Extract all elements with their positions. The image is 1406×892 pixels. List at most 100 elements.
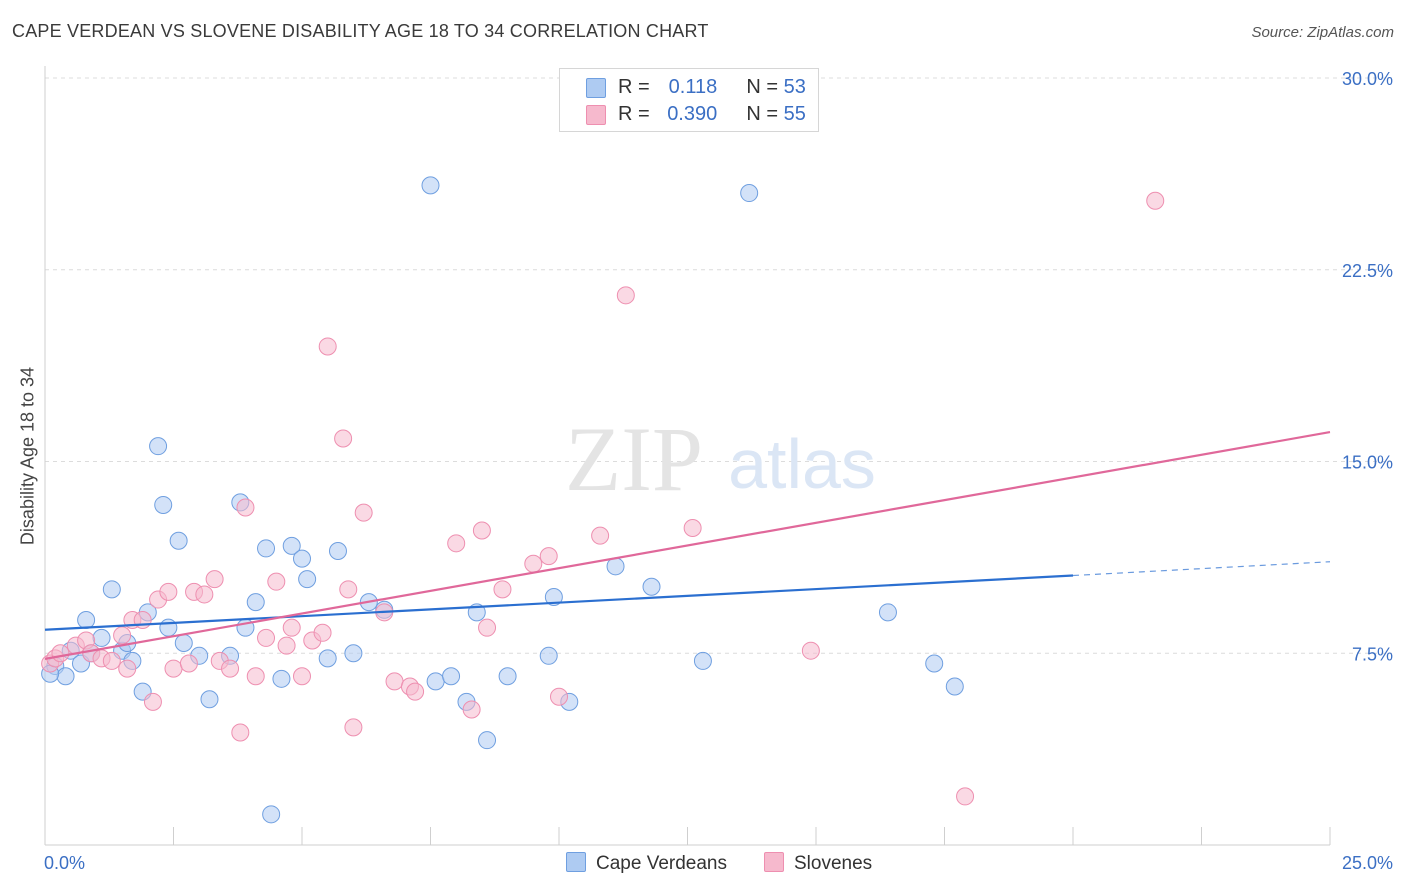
cape-verdean-point [925, 654, 944, 673]
slovene-point [293, 667, 311, 686]
slovene-point [493, 580, 512, 599]
slovene-point [339, 580, 358, 599]
cape-verdean-point [328, 541, 347, 560]
cape-verdean-point [740, 184, 759, 203]
slovene-point [231, 723, 250, 742]
bottom-legend-cape-verdeans: Cape Verdeans [566, 852, 727, 875]
legend-n-label: N = [746, 103, 779, 125]
watermark-zip: ZIP [565, 408, 703, 510]
cape-verdean-point [272, 669, 291, 688]
cape-verdean-point [200, 690, 219, 709]
cape-verdean-point [298, 570, 317, 589]
cape-verdean-point [149, 437, 168, 456]
correlation-legend: R = 0.118 N = 53 R = 0.390 N = 55 [559, 68, 819, 132]
cape-verdean-point [606, 557, 625, 576]
cape-verdean-point [498, 667, 517, 686]
watermark-atlas: atlas [728, 425, 876, 503]
cape-verdean-point [544, 588, 563, 607]
legend-n-label: N = [746, 76, 779, 98]
slovene-point [257, 628, 276, 647]
trend-lines [44, 431, 1331, 660]
slovene-point [385, 672, 404, 691]
y-tick-label: 22.5% [1342, 261, 1393, 281]
slovene-point [591, 526, 610, 545]
cape-verdean-point [246, 593, 265, 612]
slovene-point [159, 582, 178, 601]
cape-verdean-point [539, 646, 558, 665]
legend-swatch-cape-verdeans [586, 78, 606, 98]
bottom-legend-swatch-slovenes [764, 852, 784, 872]
cape-verdean-point [92, 628, 111, 647]
cape-verdean-point [262, 805, 281, 824]
cape-verdean-point [282, 536, 301, 555]
cape-verdean-point [421, 176, 440, 195]
slovene-point [179, 654, 198, 673]
y-tick-label: 7.5% [1352, 644, 1393, 664]
slovene-point [406, 682, 425, 701]
cape-verdean-point [154, 495, 173, 514]
slovene-point [51, 644, 70, 663]
slovene-point [447, 534, 466, 553]
slovene-point [143, 692, 162, 711]
axes [44, 66, 1331, 846]
cape-verdean-point [169, 531, 188, 550]
cape-verdean-point [257, 539, 276, 558]
slovene-point [1146, 191, 1165, 210]
bottom-legend-slovenes: Slovenes [764, 852, 872, 875]
slovene-point [282, 618, 301, 637]
slovene-point [221, 659, 240, 678]
y-tick-label: 30.0% [1342, 69, 1393, 89]
cape-verdean-trend-line [44, 574, 1074, 631]
cape-verdean-point [318, 649, 337, 668]
slovene-point [102, 651, 121, 670]
cape-verdean-point [293, 549, 311, 568]
cape-verdean-point [642, 577, 661, 596]
legend-n-value: 55 [783, 103, 806, 125]
slovene-point [478, 618, 497, 637]
slovene-point [550, 687, 568, 706]
slovene-point [113, 626, 132, 645]
slovene-point [539, 547, 558, 566]
slovene-point [246, 667, 265, 686]
slovene-point [277, 636, 296, 655]
slovene-point [956, 787, 975, 806]
slovene-point [683, 518, 702, 537]
slovene-point [236, 498, 255, 517]
watermark: ZIP atlas [565, 408, 876, 510]
cape-verdean-point [77, 611, 96, 630]
cape-verdean-point [159, 618, 178, 637]
legend-n-value: 53 [783, 76, 806, 98]
x-tick-label-max: 25.0% [1342, 853, 1393, 873]
slovene-point [524, 554, 543, 573]
slovene-point [313, 623, 332, 642]
legend-r-label: R = [618, 76, 650, 98]
slovene-point [334, 429, 353, 448]
cape-verdean-point [878, 603, 897, 622]
bottom-legend-label: Cape Verdeans [596, 853, 727, 874]
slovene-point [354, 503, 373, 522]
slovene-point [195, 585, 214, 604]
slovene-point [462, 700, 481, 719]
slovene-point [164, 659, 183, 678]
cape-verdean-point [102, 580, 121, 599]
slovene-point [801, 641, 820, 660]
legend-r-label: R = [618, 103, 650, 125]
cape-verdean-point [344, 644, 363, 663]
cape-verdean-point [945, 677, 964, 696]
slovene-point [205, 570, 224, 589]
gridlines [45, 77, 1392, 654]
cape-verdean-point [56, 667, 75, 686]
cape-verdean-trend-extension [1072, 561, 1331, 577]
x-tick-label-min: 0.0% [44, 853, 85, 873]
legend-r-value: 0.390 [667, 103, 718, 125]
cape-verdean-point [426, 672, 445, 691]
legend-swatch-slovenes [586, 105, 606, 125]
slovene-point [267, 572, 286, 591]
slovene-trend-line [44, 431, 1331, 660]
cape-verdean-point [478, 731, 497, 750]
slovene-point [472, 521, 491, 540]
y-axis-label: Disability Age 18 to 34 [17, 366, 38, 546]
cape-verdean-point [442, 667, 461, 686]
bottom-legend-swatch-cape-verdeans [566, 852, 586, 872]
